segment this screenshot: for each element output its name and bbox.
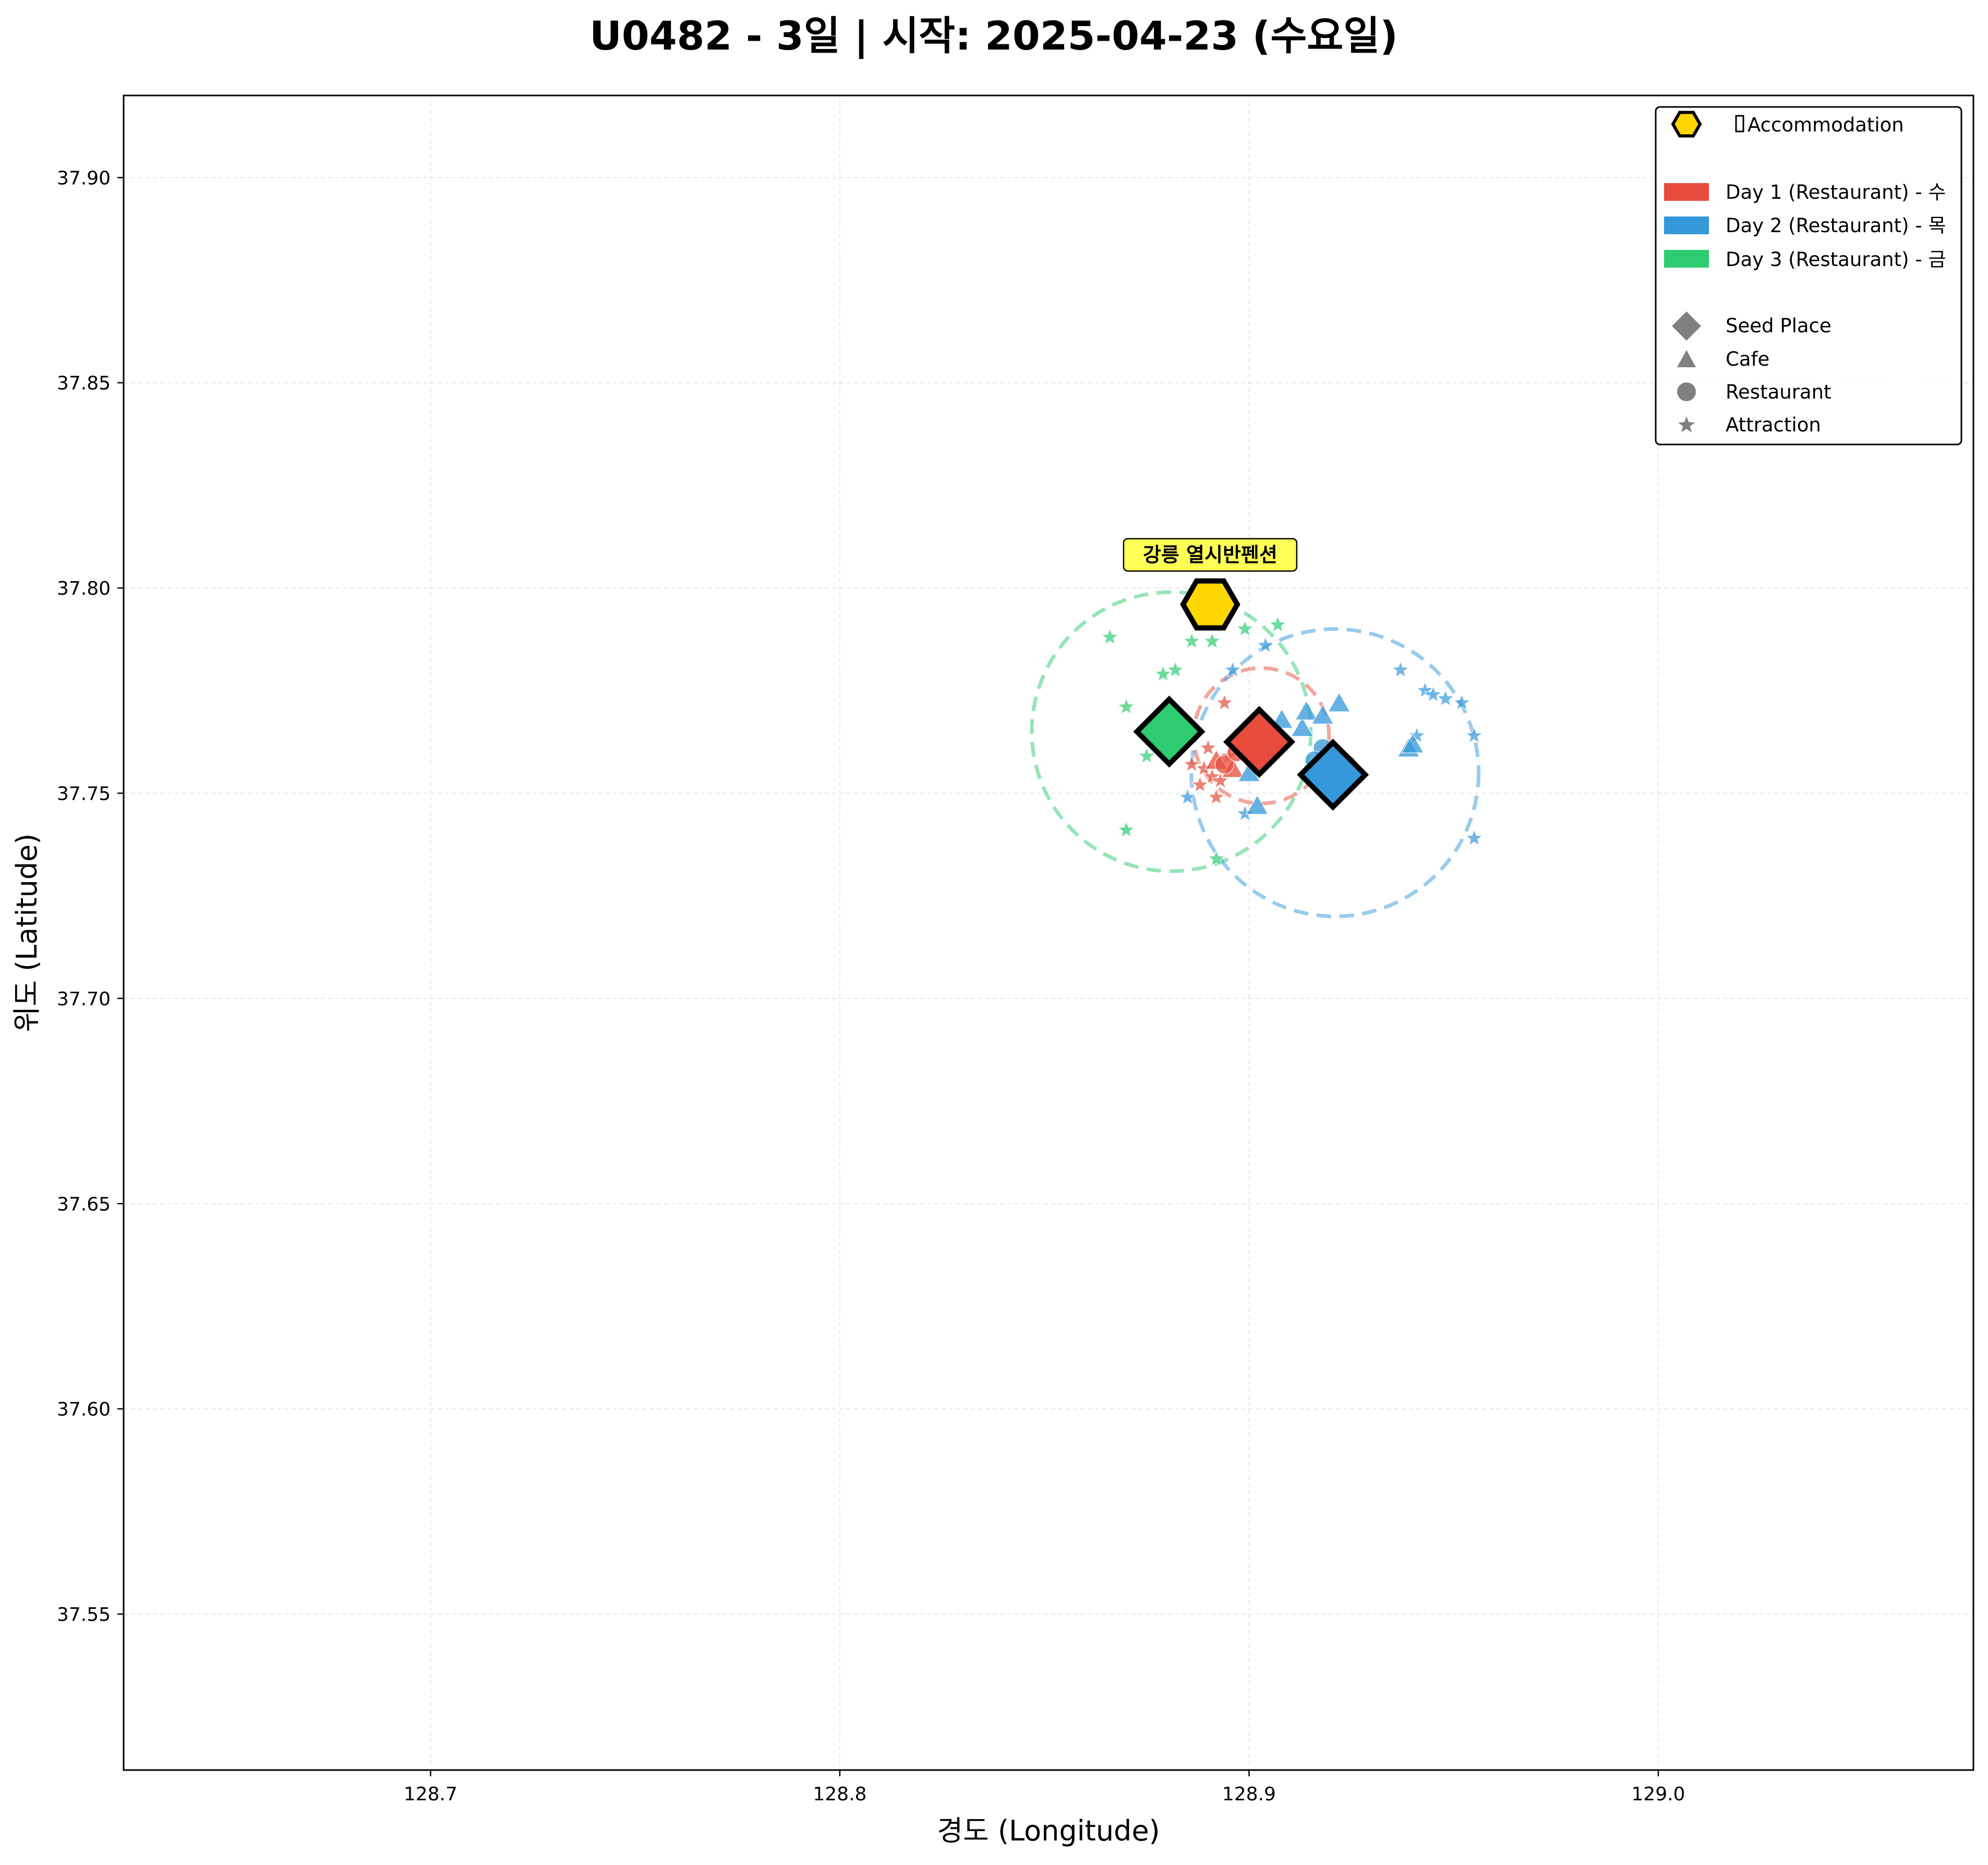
y-axis-label: 위도 (Latitude) bbox=[10, 834, 43, 1032]
day2-cafe-triangle bbox=[1401, 732, 1425, 753]
day2-attraction-star bbox=[1223, 660, 1243, 678]
legend: Accommodation Day 1 (Restaurant) - 수 Day… bbox=[1655, 106, 1962, 446]
legend-day3-swatch bbox=[1664, 250, 1709, 268]
legend-day3-label: Day 3 (Restaurant) - 금 bbox=[1726, 248, 1946, 271]
accommodation-hexagon bbox=[1180, 578, 1240, 631]
day1-seed-diamond bbox=[1223, 706, 1296, 778]
day3-attraction-star bbox=[1116, 697, 1136, 715]
legend-day1-label: Day 1 (Restaurant) - 수 bbox=[1726, 181, 1946, 203]
day1-attraction-star bbox=[1207, 787, 1226, 805]
x-tick-label: 128.7 bbox=[404, 1784, 457, 1805]
day2-attraction-star bbox=[1464, 828, 1484, 847]
day3-attraction-star bbox=[1202, 631, 1222, 649]
legend-restaurant-circle-icon bbox=[1677, 382, 1696, 401]
legend-hexagon-icon bbox=[1671, 111, 1702, 138]
day1-attraction-star bbox=[1190, 775, 1210, 793]
day3-attraction-star bbox=[1137, 746, 1156, 765]
day3-attraction-star bbox=[1235, 619, 1255, 637]
legend-missing-glyph-icon bbox=[1735, 115, 1744, 133]
day3-attraction-star bbox=[1153, 664, 1173, 682]
day2-cafe-triangle bbox=[1291, 716, 1314, 737]
legend-attraction-label: Attraction bbox=[1726, 414, 1821, 436]
legend-attraction-star-icon bbox=[1678, 416, 1695, 432]
day3-attraction-star bbox=[1116, 820, 1136, 838]
legend-seed-label: Seed Place bbox=[1726, 315, 1832, 337]
day2-attraction-star bbox=[1391, 660, 1410, 678]
accommodation-marker-group: 강릉 열시반펜션 bbox=[1123, 538, 1298, 631]
legend-cafe-triangle-icon bbox=[1677, 350, 1696, 367]
legend-accommodation-label: Accommodation bbox=[1748, 114, 1904, 136]
legend-cafe-label: Cafe bbox=[1726, 348, 1769, 370]
day2-attraction-star bbox=[1407, 726, 1427, 744]
day1-attraction-star bbox=[1182, 754, 1201, 773]
day1-attraction-star bbox=[1215, 693, 1234, 711]
day2-radius-circle bbox=[1189, 627, 1481, 919]
day2-cafe-triangle bbox=[1294, 700, 1318, 720]
y-tick-label: 37.70 bbox=[57, 989, 111, 1010]
x-tick-label: 128.9 bbox=[1222, 1784, 1276, 1805]
x-tick-label: 128.8 bbox=[813, 1784, 866, 1805]
day2-cafe-triangle bbox=[1327, 691, 1351, 713]
day3-attraction-star bbox=[1100, 627, 1119, 646]
day2-seed-diamond bbox=[1297, 739, 1369, 811]
day2-cafe-triangle bbox=[1245, 794, 1269, 815]
x-tick-label: 129.0 bbox=[1631, 1784, 1685, 1805]
day3-attraction-star bbox=[1207, 849, 1226, 867]
chart-title: U0482 - 3일 | 시작: 2025-04-23 (수요일) bbox=[589, 13, 1398, 59]
day2-attraction-star bbox=[1436, 689, 1455, 707]
y-tick-label: 37.65 bbox=[57, 1194, 111, 1215]
day1-attraction-star bbox=[1211, 771, 1230, 789]
legend-restaurant-label: Restaurant bbox=[1726, 381, 1832, 403]
y-tick-label: 37.80 bbox=[57, 578, 111, 599]
accommodation-name-label: 강릉 열시반펜션 bbox=[1143, 544, 1278, 567]
day2-attraction-star bbox=[1452, 693, 1472, 711]
seed-markers bbox=[1133, 695, 1369, 811]
day2-attraction-star bbox=[1464, 726, 1484, 744]
x-axis-label: 경도 (Longitude) bbox=[937, 1814, 1160, 1847]
day3-attraction-star bbox=[1165, 660, 1185, 678]
day1-restaurant-dot bbox=[1214, 754, 1235, 775]
day2-cafe-triangle bbox=[1311, 704, 1334, 725]
legend-seed-diamond-icon bbox=[1672, 311, 1701, 341]
day2-attraction-star bbox=[1178, 787, 1197, 805]
y-tick-label: 37.85 bbox=[57, 373, 111, 394]
y-tick-label: 37.60 bbox=[57, 1399, 111, 1421]
legend-day2-label: Day 2 (Restaurant) - 목 bbox=[1726, 214, 1946, 237]
day1-attraction-star bbox=[1202, 766, 1222, 785]
legend-day1-swatch bbox=[1664, 183, 1709, 201]
legend-day2-swatch bbox=[1664, 216, 1709, 234]
y-tick-label: 37.90 bbox=[57, 167, 111, 189]
accommodation-label-box bbox=[1123, 538, 1298, 572]
legend-box bbox=[1655, 106, 1962, 446]
day2-attraction-star bbox=[1256, 635, 1275, 654]
day1-attraction-star bbox=[1198, 738, 1218, 756]
axis-ticks: 128.7 128.8 128.9 129.0 37.55 37.60 37.65 37.70… bbox=[57, 167, 1685, 1805]
day3-seed-diamond bbox=[1133, 695, 1206, 768]
y-tick-label: 37.55 bbox=[57, 1604, 111, 1626]
plot-frame bbox=[123, 94, 1974, 1771]
day3-attraction-star bbox=[1182, 631, 1201, 649]
day2-attraction-star bbox=[1415, 680, 1435, 699]
day3-attraction-star bbox=[1268, 615, 1287, 633]
y-tick-label: 37.75 bbox=[57, 784, 111, 805]
day2-attraction-star bbox=[1424, 684, 1443, 703]
